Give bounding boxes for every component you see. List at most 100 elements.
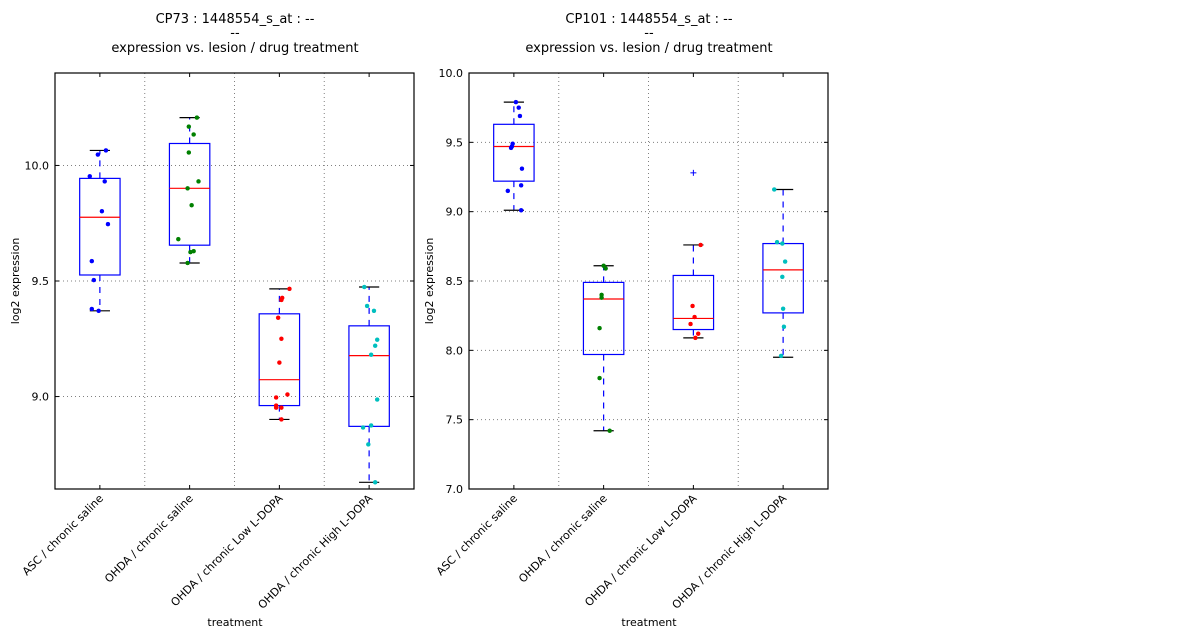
plot-area: 7.0 7.5 8.0 8.5 9.0 9.5 10.0 ASC / chronic sali… (434, 67, 829, 612)
data-point (597, 375, 602, 381)
x-tick-label: OHDA / chronic saline (102, 492, 196, 586)
data-point (87, 174, 93, 179)
axes-frame (54, 72, 415, 490)
box-group (258, 286, 301, 422)
data-point (105, 221, 111, 227)
data-point (366, 442, 371, 447)
x-tick-label: OHDA / chronic saline (516, 492, 610, 586)
data-point (374, 337, 380, 342)
data-point (273, 405, 279, 410)
y-tick-label: 8.0 (446, 344, 464, 357)
y-tick-label: 7.0 (446, 483, 464, 496)
data-point (185, 260, 190, 266)
data-point (277, 360, 282, 365)
data-point (603, 266, 608, 271)
data-point (782, 259, 788, 264)
data-point (188, 249, 193, 255)
chart-title-line-2: -- (644, 26, 654, 41)
data-point (279, 336, 284, 342)
data-point (518, 208, 524, 213)
data-point (99, 208, 105, 214)
y-tick-label: 10.0 (439, 67, 464, 80)
box-group (348, 284, 390, 485)
data-point (91, 277, 97, 283)
data-point (191, 132, 196, 137)
data-point (518, 183, 524, 188)
data-point (505, 188, 511, 194)
chart-title-line-1: CP73 : 1448554_s_at : -- (156, 12, 315, 27)
chart-title-line-2: -- (230, 26, 240, 41)
iqr-box (672, 274, 715, 331)
iqr-box (258, 313, 301, 407)
data-point (508, 145, 514, 151)
data-point (362, 284, 367, 290)
data-point (780, 241, 785, 246)
x-axis-label: treatment (621, 616, 677, 629)
y-tick-label: 8.5 (446, 275, 464, 288)
y-tick-label: 9.5 (32, 275, 50, 288)
x-axis-label: treatment (207, 616, 263, 629)
x-tick-label: ASC / chronic saline (20, 492, 106, 578)
data-point (372, 343, 378, 348)
box-group (762, 187, 804, 359)
data-point (103, 148, 109, 153)
iqr-box (79, 177, 121, 276)
data-point (513, 99, 519, 105)
chart-title-line-3: expression vs. lesion / drug treatment (111, 41, 358, 56)
chart-cp73: CP73 : 1448554_s_at : -- -- expression v… (9, 12, 415, 629)
chart-title-line-1: CP101 : 1448554_s_at : -- (565, 12, 732, 27)
data-point (695, 331, 701, 336)
data-point (778, 353, 784, 359)
y-tick-label: 7.5 (446, 414, 464, 427)
iqr-box (493, 123, 535, 182)
data-point (95, 152, 101, 157)
data-point (774, 239, 780, 245)
data-point (698, 242, 703, 248)
data-point (693, 335, 698, 341)
data-point (371, 308, 377, 314)
data-point (781, 324, 787, 330)
y-tick-label: 10.0 (25, 159, 50, 172)
data-point (597, 325, 602, 331)
box-group (493, 99, 535, 213)
data-point (279, 417, 284, 422)
data-point (519, 166, 525, 171)
chart-title-line-3: expression vs. lesion / drug treatment (525, 41, 772, 56)
data-point (780, 306, 786, 311)
data-point (771, 187, 777, 192)
data-point (368, 352, 374, 357)
data-point (516, 105, 521, 110)
data-point (607, 428, 612, 434)
y-tick-label: 9.0 (32, 391, 50, 404)
data-point (186, 150, 192, 155)
data-point (275, 315, 281, 320)
data-point (196, 179, 201, 184)
data-point (690, 303, 695, 309)
data-point (176, 236, 181, 242)
data-point (360, 425, 366, 430)
data-point (273, 395, 279, 400)
y-tick-label: 9.0 (446, 206, 464, 219)
data-point (194, 115, 200, 120)
data-point (374, 397, 380, 402)
data-point (364, 303, 370, 309)
data-point (780, 274, 785, 280)
data-point (89, 306, 95, 312)
iqr-box (582, 281, 625, 356)
data-point (279, 297, 284, 303)
data-point (599, 295, 604, 300)
data-point (96, 308, 101, 314)
y-axis-label: log2 expression (9, 238, 22, 325)
y-axis-label: log2 expression (423, 238, 436, 325)
x-tick-label: ASC / chronic saline (434, 492, 520, 578)
iqr-box (348, 325, 390, 427)
data-point (279, 405, 284, 410)
box-group (79, 148, 121, 314)
data-point (287, 286, 292, 292)
iqr-box (168, 142, 211, 246)
box-group (168, 115, 211, 266)
data-point (89, 258, 95, 264)
chart-cp101: CP101 : 1448554_s_at : -- -- expression … (423, 12, 829, 629)
axes-frame (468, 72, 829, 490)
